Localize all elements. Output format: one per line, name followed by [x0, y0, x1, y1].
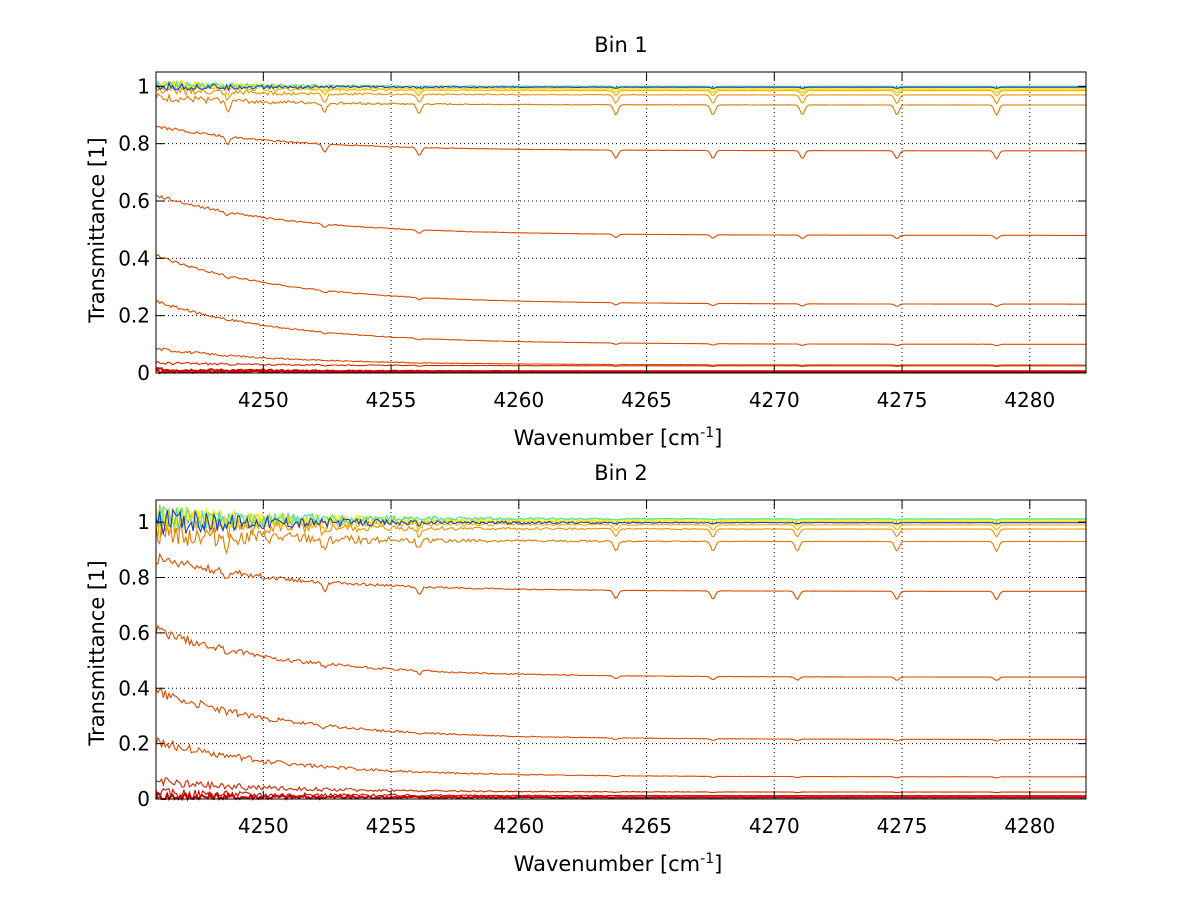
x-tick-label: 4260 — [493, 388, 544, 412]
x-axis-label: Wavenumber [cm-1] — [514, 425, 723, 450]
x-axis-label-sup: -1 — [700, 851, 714, 867]
x-axis-label-base: Wavenumber [cm — [514, 426, 700, 450]
chart-title: Bin 1 — [594, 33, 648, 57]
x-tick-label: 4260 — [493, 814, 544, 838]
tick-labels: 4250 4255 4260 4265 4270 4275 4280 0 0.2 0.4 0.6 0.… — [118, 510, 1055, 838]
x-tick-label: 4250 — [238, 388, 289, 412]
series-line — [155, 85, 1086, 105]
series-line — [155, 360, 1086, 367]
series-line — [155, 790, 1087, 802]
y-tick-label: 1 — [137, 74, 150, 98]
y-tick-label: 1 — [137, 510, 150, 534]
chart-title: Bin 2 — [594, 461, 648, 485]
series-line — [155, 522, 1086, 555]
series-line — [155, 688, 1086, 742]
series-line — [155, 253, 1086, 307]
series-line — [155, 624, 1086, 682]
x-tick-label: 4265 — [621, 388, 672, 412]
chart-bin-2: Bin 2 4250 4255 4260 4265 4270 4275 4280 0 0.2 0.… — [85, 461, 1087, 876]
x-axis-label-end: ] — [714, 426, 722, 450]
axes-box — [155, 71, 1087, 374]
axes-frame — [155, 499, 1087, 800]
x-tick-label: 4270 — [749, 814, 800, 838]
y-tick-label: 0 — [137, 787, 150, 811]
x-axis-label-base: Wavenumber [cm — [514, 852, 700, 876]
x-tick-label: 4255 — [366, 814, 417, 838]
tick-labels: 4250 4255 4260 4265 4270 4275 4280 0 0.2 0.4 0.6 0.… — [118, 74, 1055, 412]
x-axis-label-sup: -1 — [700, 425, 714, 441]
axes-box — [155, 499, 1087, 800]
series-line — [155, 504, 1087, 531]
x-tick-label: 4265 — [621, 814, 672, 838]
series-line — [155, 552, 1086, 601]
y-tick-label: 0.2 — [118, 304, 150, 328]
series-line — [155, 508, 1086, 535]
y-tick-label: 0.4 — [118, 246, 150, 270]
series-line — [155, 81, 1086, 92]
series-line — [155, 299, 1086, 347]
y-tick-label: 0.4 — [118, 676, 150, 700]
series-line — [155, 777, 1086, 794]
x-tick-label: 4255 — [366, 388, 417, 412]
x-tick-label: 4250 — [238, 814, 289, 838]
y-tick-label: 0 — [137, 361, 150, 385]
x-tick-label: 4275 — [877, 814, 928, 838]
y-tick-label: 0.6 — [118, 189, 150, 213]
series-line — [155, 194, 1086, 240]
series-line — [155, 509, 1086, 533]
x-tick-label: 4275 — [877, 388, 928, 412]
series-line — [155, 504, 1086, 529]
y-tick-label: 0.8 — [118, 132, 150, 156]
y-tick-label: 0.8 — [118, 566, 150, 590]
series-line — [155, 347, 1086, 367]
x-axis-label: Wavenumber [cm-1] — [514, 851, 723, 876]
series-line — [155, 125, 1086, 160]
series-line — [155, 736, 1086, 779]
series-line — [155, 92, 1086, 117]
series-group — [155, 504, 1087, 802]
y-axis-label: Transmittance [1] — [85, 137, 109, 323]
series-group — [155, 79, 1086, 375]
y-tick-label: 0.2 — [118, 732, 150, 756]
y-axis-label: Transmittance [1] — [85, 560, 109, 746]
x-tick-label: 4280 — [1004, 388, 1055, 412]
x-tick-label: 4270 — [749, 388, 800, 412]
axes-frame — [155, 71, 1087, 374]
series-line — [155, 366, 1086, 373]
x-axis-label-end: ] — [714, 852, 722, 876]
series-line — [155, 787, 1086, 800]
x-tick-label: 4280 — [1004, 814, 1055, 838]
y-tick-label: 0.6 — [118, 621, 150, 645]
series-line — [155, 81, 1086, 97]
chart-bin-1: Bin 1 4250 4255 4260 4265 4270 4275 4280 0 0.2 0.… — [85, 33, 1087, 450]
